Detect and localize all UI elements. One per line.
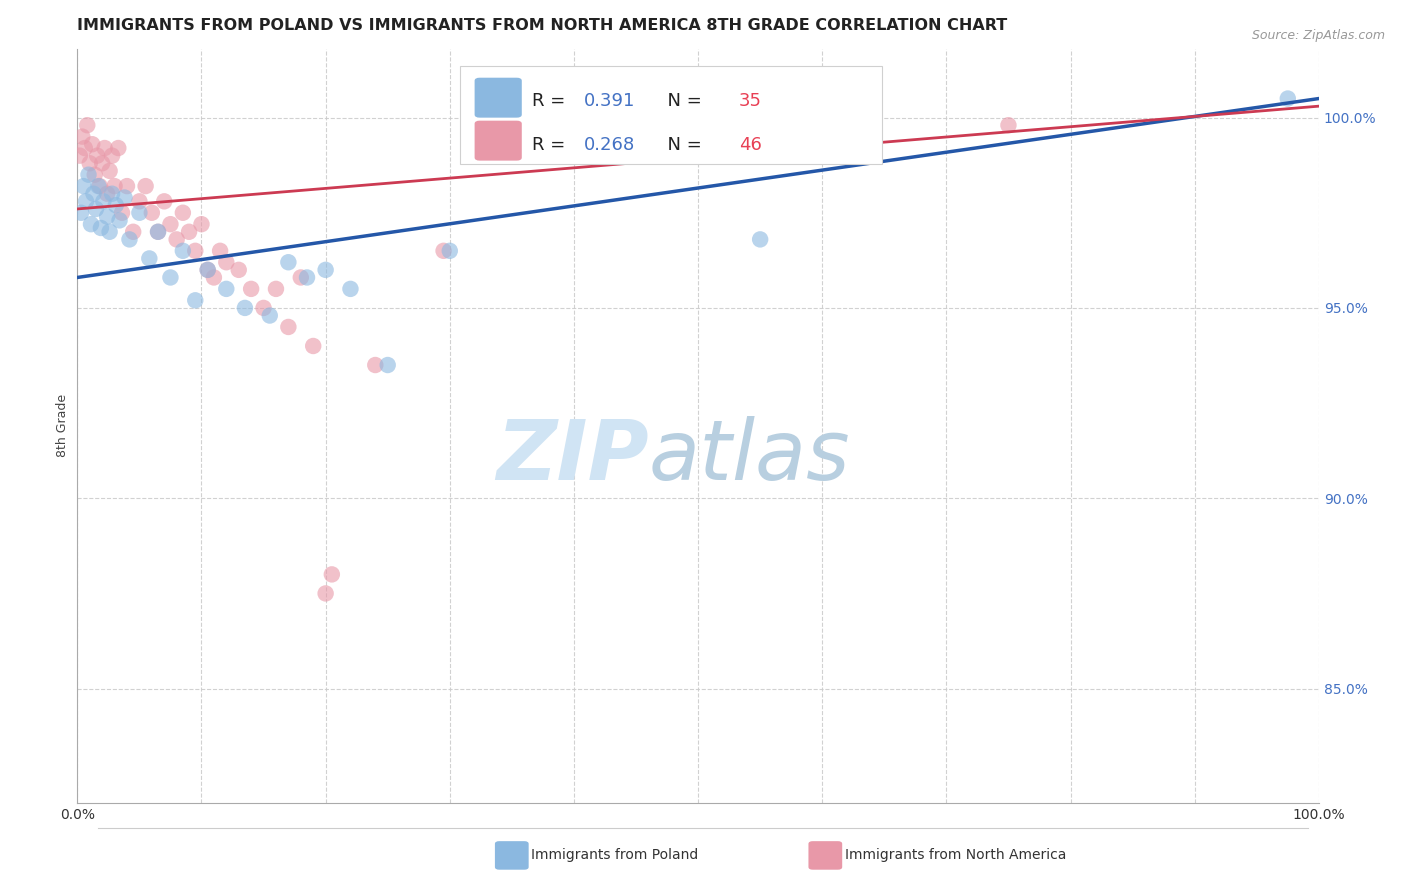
Point xyxy=(118,232,141,246)
Point xyxy=(259,309,281,323)
Point xyxy=(72,129,94,144)
Point xyxy=(128,206,150,220)
Point xyxy=(80,217,103,231)
Point xyxy=(98,164,121,178)
Point xyxy=(215,282,238,296)
Point xyxy=(107,141,129,155)
Point xyxy=(302,339,325,353)
Point xyxy=(82,137,104,152)
Point xyxy=(184,244,207,258)
Point xyxy=(153,194,176,209)
Point xyxy=(159,217,181,231)
Point xyxy=(240,282,263,296)
Text: R =: R = xyxy=(531,136,571,153)
Text: Source: ZipAtlas.com: Source: ZipAtlas.com xyxy=(1251,29,1385,42)
Point xyxy=(146,225,169,239)
Text: N =: N = xyxy=(655,93,707,111)
Text: Immigrants from Poland: Immigrants from Poland xyxy=(531,848,699,863)
Text: 35: 35 xyxy=(740,93,762,111)
Point xyxy=(96,210,118,224)
Point xyxy=(96,186,118,201)
Point xyxy=(197,263,219,277)
Point xyxy=(76,118,98,132)
Point xyxy=(108,213,131,227)
Point xyxy=(114,190,136,204)
Point xyxy=(93,141,115,155)
Point xyxy=(138,252,160,266)
Point xyxy=(84,202,107,216)
Point xyxy=(166,232,188,246)
Point xyxy=(1277,91,1299,105)
Point xyxy=(290,270,312,285)
Point xyxy=(233,301,256,315)
Point xyxy=(98,225,121,239)
Text: Immigrants from North America: Immigrants from North America xyxy=(845,848,1066,863)
Point xyxy=(277,255,299,269)
Point xyxy=(73,141,96,155)
Point xyxy=(128,194,150,209)
Point xyxy=(228,263,250,277)
Y-axis label: 8th Grade: 8th Grade xyxy=(56,394,69,458)
Point xyxy=(209,244,232,258)
Point xyxy=(87,179,110,194)
Point xyxy=(93,194,115,209)
Point xyxy=(364,358,387,372)
Point xyxy=(321,567,343,582)
Point xyxy=(172,206,194,220)
Point xyxy=(141,206,163,220)
Point xyxy=(749,232,772,246)
Point xyxy=(377,358,399,372)
Point xyxy=(215,255,238,269)
Point xyxy=(72,179,94,194)
Point xyxy=(104,198,127,212)
Text: N =: N = xyxy=(655,136,707,153)
Point xyxy=(277,320,299,334)
Point xyxy=(997,118,1019,132)
Point xyxy=(122,225,145,239)
Text: ZIP: ZIP xyxy=(496,416,648,497)
Point xyxy=(432,244,454,258)
Point xyxy=(111,206,134,220)
FancyBboxPatch shape xyxy=(460,66,882,163)
FancyBboxPatch shape xyxy=(475,120,522,161)
Point xyxy=(252,301,274,315)
Point xyxy=(91,156,114,170)
Point xyxy=(75,194,97,209)
Point xyxy=(315,263,337,277)
Text: 46: 46 xyxy=(740,136,762,153)
Point xyxy=(101,148,124,162)
Point xyxy=(190,217,212,231)
Point xyxy=(101,186,124,201)
Text: 0.391: 0.391 xyxy=(583,93,636,111)
Point xyxy=(197,263,219,277)
Point xyxy=(295,270,318,285)
Point xyxy=(77,168,100,182)
Point xyxy=(82,186,104,201)
Point xyxy=(264,282,287,296)
Point xyxy=(69,148,91,162)
Point xyxy=(79,156,101,170)
Text: IMMIGRANTS FROM POLAND VS IMMIGRANTS FROM NORTH AMERICA 8TH GRADE CORRELATION CH: IMMIGRANTS FROM POLAND VS IMMIGRANTS FRO… xyxy=(77,18,1008,33)
Point xyxy=(172,244,194,258)
Point xyxy=(202,270,225,285)
Point xyxy=(103,179,125,194)
Point xyxy=(70,206,93,220)
FancyBboxPatch shape xyxy=(475,78,522,118)
Point xyxy=(89,179,111,194)
Text: atlas: atlas xyxy=(648,416,851,497)
Point xyxy=(90,221,112,235)
Point xyxy=(177,225,200,239)
Point xyxy=(339,282,361,296)
Point xyxy=(115,179,138,194)
Point xyxy=(315,586,337,600)
Point xyxy=(439,244,461,258)
Point xyxy=(86,148,108,162)
Text: R =: R = xyxy=(531,93,571,111)
Point xyxy=(146,225,169,239)
Point xyxy=(83,168,105,182)
Point xyxy=(135,179,157,194)
Text: 0.268: 0.268 xyxy=(583,136,636,153)
Point xyxy=(184,293,207,308)
Point xyxy=(159,270,181,285)
